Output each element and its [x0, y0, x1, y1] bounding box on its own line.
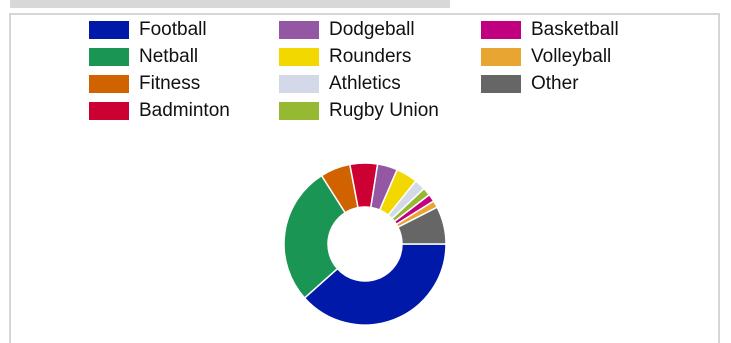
legend-item: Basketball [481, 19, 619, 41]
legend-swatch [279, 48, 319, 66]
legend-label: Badminton [139, 100, 230, 121]
pie-slice-netball [283, 174, 347, 300]
legend-swatch [481, 48, 521, 66]
legend-item: Netball [89, 46, 198, 68]
legend-label: Netball [139, 46, 199, 67]
pie-slice-football [303, 243, 447, 326]
legend-swatch [89, 102, 129, 120]
legend-label: Volleyball [531, 46, 612, 67]
legend-swatch [481, 21, 521, 39]
legend-label: Dodgeball [329, 19, 415, 40]
legend-label: Athletics [329, 73, 401, 94]
legend-label: Rugby Union [329, 100, 439, 121]
legend-item: Fitness [89, 73, 200, 95]
legend-label: Rounders [329, 46, 412, 67]
legend-label: Basketball [531, 19, 619, 40]
legend-swatch [89, 21, 129, 39]
legend-label: Fitness [139, 73, 201, 94]
donut-chart [283, 162, 447, 326]
legend-item: Dodgeball [279, 19, 415, 41]
legend-item: Football [89, 19, 207, 41]
legend-swatch [279, 21, 319, 39]
legend-label: Other [531, 73, 579, 94]
legend-item: Rugby Union [279, 100, 439, 122]
legend-swatch [279, 102, 319, 120]
legend-swatch [89, 48, 129, 66]
legend-swatch [279, 75, 319, 93]
legend-swatch [89, 75, 129, 93]
legend-swatch [481, 75, 521, 93]
legend-item: Athletics [279, 73, 401, 95]
chart-legend: Football Netball Fitness Badminton Dodgeball… [80, 19, 640, 129]
legend-label: Football [139, 19, 207, 40]
legend-item: Rounders [279, 46, 411, 68]
legend-item: Volleyball [481, 46, 611, 68]
top-scroll-bar [10, 0, 450, 8]
legend-item: Badminton [89, 100, 230, 122]
pie-slice-other [396, 206, 447, 245]
legend-item: Other [481, 73, 579, 95]
